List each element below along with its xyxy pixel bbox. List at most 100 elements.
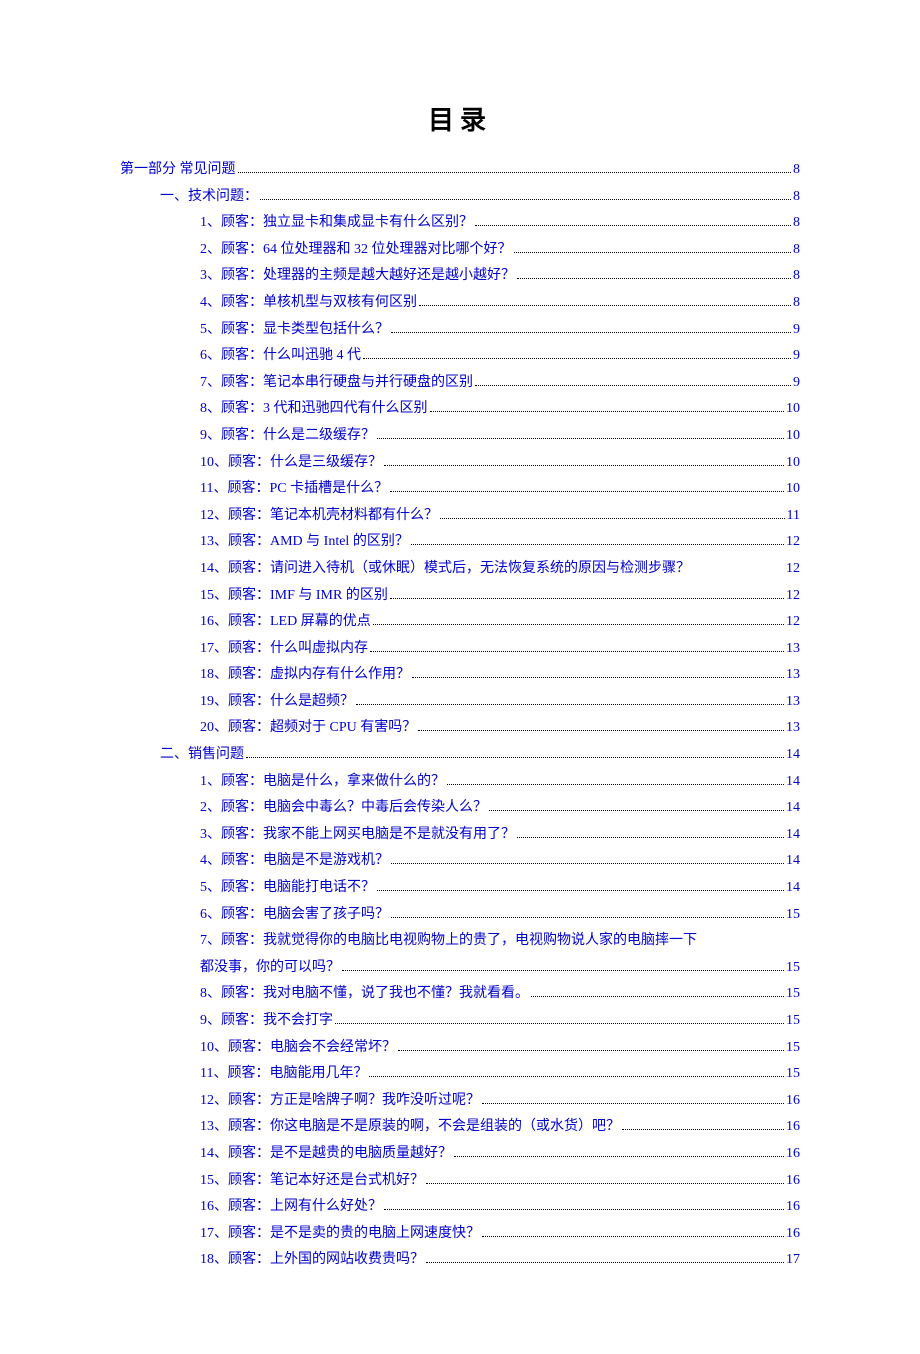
toc-leader — [418, 730, 784, 731]
toc-page-number: 14 — [786, 769, 800, 796]
toc-entry-text-cont: 都没事，你的可以吗？ — [200, 955, 340, 982]
toc-leader — [454, 1156, 784, 1157]
toc-page-number: 15 — [786, 955, 800, 982]
toc-entry[interactable]: 13、顾客：AMD 与 Intel 的区别？12 — [120, 529, 800, 556]
toc-entry[interactable]: 18、顾客：虚拟内存有什么作用？13 — [120, 662, 800, 689]
toc-entry[interactable]: 1、顾客：独立显卡和集成显卡有什么区别？8 — [120, 210, 800, 237]
toc-entry[interactable]: 6、顾客：电脑会害了孩子吗？15 — [120, 902, 800, 929]
toc-entry-text: 16、顾客：LED 屏幕的优点 — [200, 609, 371, 636]
toc-entry[interactable]: 10、顾客：电脑会不会经常坏？15 — [120, 1035, 800, 1062]
toc-entry[interactable]: 1、顾客：电脑是什么，拿来做什么的？ 14 — [120, 769, 800, 796]
toc-entry-text: 3、顾客：我家不能上网买电脑是不是就没有用了？ — [200, 822, 515, 849]
toc-entry[interactable]: 14、顾客：是不是越贵的电脑质量越好？ 16 — [120, 1141, 800, 1168]
toc-entry-text: 6、顾客：什么叫迅驰 4 代 — [200, 343, 361, 370]
toc-entry[interactable]: 3、顾客：我家不能上网买电脑是不是就没有用了？ 14 — [120, 822, 800, 849]
toc-entry[interactable]: 12、顾客：方正是啥牌子啊？我咋没听过呢？16 — [120, 1088, 800, 1115]
toc-entry[interactable]: 6、顾客：什么叫迅驰 4 代 9 — [120, 343, 800, 370]
toc-entry[interactable]: 15、顾客：IMF 与 IMR 的区别 12 — [120, 583, 800, 610]
toc-leader — [447, 784, 784, 785]
toc-entry[interactable]: 5、顾客：电脑能打电话不？14 — [120, 875, 800, 902]
toc-entry-text: 1、顾客：电脑是什么，拿来做什么的？ — [200, 769, 445, 796]
toc-page-number: 16 — [786, 1114, 800, 1141]
toc-entry[interactable]: 13、顾客：你这电脑是不是原装的啊，不会是组装的（或水货）吧？ 16 — [120, 1114, 800, 1141]
toc-entry[interactable]: 15、顾客：笔记本好还是台式机好？16 — [120, 1168, 800, 1195]
toc-entry[interactable]: 9、顾客：什么是二级缓存？10 — [120, 423, 800, 450]
toc-entry[interactable]: 第一部分 常见问题8 — [120, 157, 800, 184]
toc-entry-text: 10、顾客：什么是三级缓存？ — [200, 450, 382, 477]
toc-page-number: 9 — [793, 317, 800, 344]
toc-page-number: 16 — [786, 1194, 800, 1221]
toc-entry-text: 19、顾客：什么是超频？ — [200, 689, 354, 716]
toc-entry-text: 14、顾客：请问进入待机（或休眠）模式后，无法恢复系统的原因与检测步骤？ — [200, 556, 690, 583]
toc-entry-text: 12、顾客：笔记本机壳材料都有什么？ — [200, 503, 438, 530]
toc-entry-text: 17、顾客：是不是卖的贵的电脑上网速度快？ — [200, 1221, 480, 1248]
toc-entry[interactable]: 5、顾客：显卡类型包括什么？ 9 — [120, 317, 800, 344]
toc-entry[interactable]: 2、顾客：电脑会中毒么？中毒后会传染人么？14 — [120, 795, 800, 822]
toc-entry[interactable]: 16、顾客：LED 屏幕的优点 12 — [120, 609, 800, 636]
toc-entry-text: 11、顾客：电脑能用几年？ — [200, 1061, 367, 1088]
toc-entry[interactable]: 17、顾客：什么叫虚拟内存13 — [120, 636, 800, 663]
toc-entry[interactable]: 14、顾客：请问进入待机（或休眠）模式后，无法恢复系统的原因与检测步骤？12 — [120, 556, 800, 583]
toc-entry[interactable]: 16、顾客：上网有什么好处？ 16 — [120, 1194, 800, 1221]
toc-page-number: 14 — [786, 848, 800, 875]
toc-leader — [335, 1023, 784, 1024]
toc-entry[interactable]: 11、顾客：电脑能用几年？15 — [120, 1061, 800, 1088]
toc-entry-text: 15、顾客：IMF 与 IMR 的区别 — [200, 583, 388, 610]
toc-page-number: 12 — [786, 529, 800, 556]
toc-page-number: 12 — [786, 583, 800, 610]
toc-leader — [369, 1076, 784, 1077]
toc-entry-text: 16、顾客：上网有什么好处？ — [200, 1194, 382, 1221]
toc-entry[interactable]: 12、顾客：笔记本机壳材料都有什么？11 — [120, 503, 800, 530]
toc-page-number: 12 — [786, 609, 800, 636]
toc-entry[interactable]: 7、顾客：笔记本串行硬盘与并行硬盘的区别9 — [120, 370, 800, 397]
toc-entry-text: 11、顾客：PC 卡插槽是什么？ — [200, 476, 388, 503]
toc-page-number: 8 — [793, 184, 800, 211]
toc-page-number: 9 — [793, 370, 800, 397]
toc-leader — [531, 996, 784, 997]
toc-entry[interactable]: 19、顾客：什么是超频？13 — [120, 689, 800, 716]
toc-entry[interactable]: 4、顾客：电脑是不是游戏机？14 — [120, 848, 800, 875]
toc-leader — [426, 1183, 784, 1184]
toc-page-number: 8 — [793, 157, 800, 184]
toc-entry[interactable]: 8、顾客：3 代和迅驰四代有什么区别10 — [120, 396, 800, 423]
toc-entry-text: 18、顾客：虚拟内存有什么作用？ — [200, 662, 410, 689]
toc-page-number: 15 — [786, 902, 800, 929]
toc-leader — [489, 810, 784, 811]
toc-entry[interactable]: 18、顾客：上外国的网站收费贵吗？ 17 — [120, 1247, 800, 1274]
toc-entry[interactable]: 10、顾客：什么是三级缓存？10 — [120, 450, 800, 477]
toc-leader — [391, 917, 784, 918]
toc-leader — [342, 970, 784, 971]
toc-title: 目录 — [120, 100, 800, 137]
toc-entry-text: 13、顾客：你这电脑是不是原装的啊，不会是组装的（或水货）吧？ — [200, 1114, 620, 1141]
toc-entry-text: 14、顾客：是不是越贵的电脑质量越好？ — [200, 1141, 452, 1168]
toc-page-number: 16 — [786, 1141, 800, 1168]
toc-entry[interactable]: 8、顾客：我对电脑不懂，说了我也不懂？我就看看。15 — [120, 981, 800, 1008]
toc-entry-text: 3、顾客：处理器的主频是越大越好还是越小越好？ — [200, 263, 515, 290]
toc-entry[interactable]: 20、顾客：超频对于 CPU 有害吗？13 — [120, 715, 800, 742]
toc-entry[interactable]: 3、顾客：处理器的主频是越大越好还是越小越好？8 — [120, 263, 800, 290]
toc-page-number: 9 — [793, 343, 800, 370]
toc-entry[interactable]: 7、顾客：我就觉得你的电脑比电视购物上的贵了，电视购物说人家的电脑摔一下都没事，… — [120, 928, 800, 981]
toc-entry[interactable]: 4、顾客：单核机型与双核有何区别8 — [120, 290, 800, 317]
toc-leader — [373, 624, 784, 625]
toc-entry[interactable]: 二、销售问题14 — [120, 742, 800, 769]
toc-entry[interactable]: 11、顾客：PC 卡插槽是什么？10 — [120, 476, 800, 503]
toc-page-number: 15 — [786, 981, 800, 1008]
toc-leader — [517, 837, 784, 838]
toc-leader — [411, 544, 784, 545]
toc-leader — [622, 1129, 784, 1130]
toc-entry-text: 5、顾客：显卡类型包括什么？ — [200, 317, 389, 344]
toc-page-number: 14 — [786, 822, 800, 849]
toc-entry[interactable]: 2、顾客：64 位处理器和 32 位处理器对比哪个好？8 — [120, 237, 800, 264]
toc-entry[interactable]: 一、技术问题：8 — [120, 184, 800, 211]
toc-leader — [363, 358, 791, 359]
toc-page-number: 14 — [786, 875, 800, 902]
toc-entry[interactable]: 17、顾客：是不是卖的贵的电脑上网速度快？16 — [120, 1221, 800, 1248]
toc-entry-text: 1、顾客：独立显卡和集成显卡有什么区别？ — [200, 210, 473, 237]
toc-leader — [377, 438, 784, 439]
toc-entry[interactable]: 9、顾客：我不会打字15 — [120, 1008, 800, 1035]
toc-page-number: 16 — [786, 1088, 800, 1115]
toc-entry-text: 18、顾客：上外国的网站收费贵吗？ — [200, 1247, 424, 1274]
toc-entry-text: 9、顾客：我不会打字 — [200, 1008, 333, 1035]
toc-page-number: 17 — [786, 1247, 800, 1274]
